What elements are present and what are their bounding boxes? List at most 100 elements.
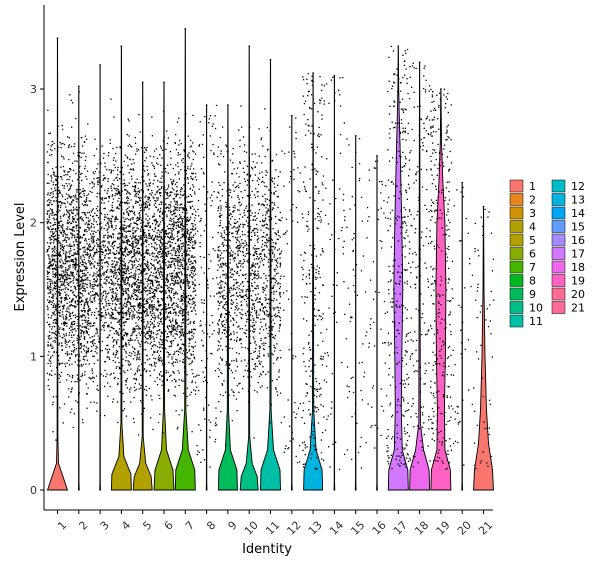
x-tick-label-6: 6 <box>162 519 176 533</box>
legend-swatch-15 <box>552 221 565 233</box>
max-point-18 <box>419 62 420 63</box>
legend-swatch-6 <box>510 248 523 260</box>
legend-label-7: 7 <box>529 261 536 274</box>
max-point-11 <box>270 59 271 60</box>
max-point-7 <box>185 28 186 29</box>
legend-swatch-21 <box>552 302 565 314</box>
legend-swatch-7 <box>510 261 523 273</box>
x-tick-label-15: 15 <box>348 519 367 538</box>
y-axis-label: Expression Level <box>13 202 28 311</box>
legend-label-10: 10 <box>529 302 543 315</box>
legend-label-8: 8 <box>529 275 536 288</box>
legend-swatch-8 <box>510 275 523 287</box>
max-point-21 <box>483 206 484 207</box>
violin-14 <box>334 76 335 490</box>
max-point-16 <box>376 155 377 156</box>
max-point-10 <box>249 46 250 47</box>
legend-swatch-16 <box>552 234 565 246</box>
max-point-20 <box>462 182 463 183</box>
violin-20 <box>462 183 463 490</box>
legend-swatch-13 <box>552 194 565 206</box>
x-tick-label-14: 14 <box>327 519 346 538</box>
max-point-4 <box>121 46 122 47</box>
x-tick-label-19: 19 <box>434 519 453 538</box>
x-tick-label-12: 12 <box>284 519 303 538</box>
max-point-13 <box>312 72 313 73</box>
max-point-14 <box>334 75 335 76</box>
legend-label-17: 17 <box>571 248 585 261</box>
legend-label-16: 16 <box>571 234 585 247</box>
violin-3 <box>100 65 101 490</box>
x-tick-label-5: 5 <box>140 519 154 533</box>
max-point-5 <box>142 82 143 83</box>
x-tick-label-18: 18 <box>412 519 431 538</box>
legend-label-14: 14 <box>571 207 585 220</box>
legend-swatch-18 <box>552 261 565 273</box>
legend-label-2: 2 <box>529 194 536 207</box>
legend-swatch-10 <box>510 302 523 314</box>
legend-label-20: 20 <box>571 288 585 301</box>
legend-swatch-12 <box>552 180 565 192</box>
max-point-15 <box>355 135 356 136</box>
x-tick-label-1: 1 <box>55 519 69 533</box>
max-point-3 <box>99 64 100 65</box>
max-point-12 <box>291 115 292 116</box>
legend-label-5: 5 <box>529 234 536 247</box>
violin-13 <box>304 73 323 490</box>
y-tick-label-0: 0 <box>30 484 37 497</box>
y-tick-label-2: 2 <box>30 217 37 230</box>
max-point-9 <box>227 104 228 105</box>
violin-8 <box>206 105 207 490</box>
legend-swatch-11 <box>510 315 523 327</box>
legend-swatch-5 <box>510 234 523 246</box>
violins-layer <box>48 29 494 490</box>
max-point-6 <box>163 82 164 83</box>
violin-12 <box>291 116 292 490</box>
legend-label-3: 3 <box>529 207 536 220</box>
violin-17 <box>388 46 408 490</box>
legend-label-15: 15 <box>571 221 585 234</box>
legend-label-1: 1 <box>529 180 536 193</box>
legend-swatch-9 <box>510 288 523 300</box>
legend-swatch-2 <box>510 194 523 206</box>
legend-swatch-14 <box>552 207 565 219</box>
legend-label-18: 18 <box>571 261 585 274</box>
legend-label-4: 4 <box>529 221 536 234</box>
legend-swatch-19 <box>552 275 565 287</box>
x-tick-label-13: 13 <box>306 519 325 538</box>
y-tick-label-1: 1 <box>30 350 37 363</box>
max-point-2 <box>78 86 79 87</box>
legend-label-19: 19 <box>571 275 585 288</box>
legend-label-11: 11 <box>529 315 543 328</box>
legend-swatch-1 <box>510 180 523 192</box>
max-point-8 <box>206 104 207 105</box>
legend-swatch-3 <box>510 207 523 219</box>
x-tick-label-4: 4 <box>119 519 133 533</box>
y-tick-label-3: 3 <box>30 83 37 96</box>
x-tick-label-11: 11 <box>263 519 282 538</box>
x-tick-label-8: 8 <box>204 519 218 533</box>
x-tick-label-3: 3 <box>98 519 112 533</box>
x-tick-label-10: 10 <box>242 519 261 538</box>
legend-swatch-20 <box>552 288 565 300</box>
x-tick-label-16: 16 <box>370 519 389 538</box>
x-tick-label-2: 2 <box>76 519 90 533</box>
legend-label-6: 6 <box>529 248 536 261</box>
x-tick-label-17: 17 <box>391 519 410 538</box>
violin-11 <box>261 60 281 490</box>
x-axis-label: Identity <box>242 542 292 557</box>
x-tick-label-9: 9 <box>226 519 240 533</box>
x-tick-label-21: 21 <box>476 519 495 538</box>
violin-15 <box>355 136 356 490</box>
legend-label-9: 9 <box>529 288 536 301</box>
legend-label-13: 13 <box>571 194 585 207</box>
legend-swatch-4 <box>510 221 523 233</box>
legend-swatch-17 <box>552 248 565 260</box>
x-tick-label-7: 7 <box>183 519 197 533</box>
violin-16 <box>377 156 378 490</box>
violin-9 <box>218 105 237 490</box>
x-tick-label-20: 20 <box>455 519 474 538</box>
